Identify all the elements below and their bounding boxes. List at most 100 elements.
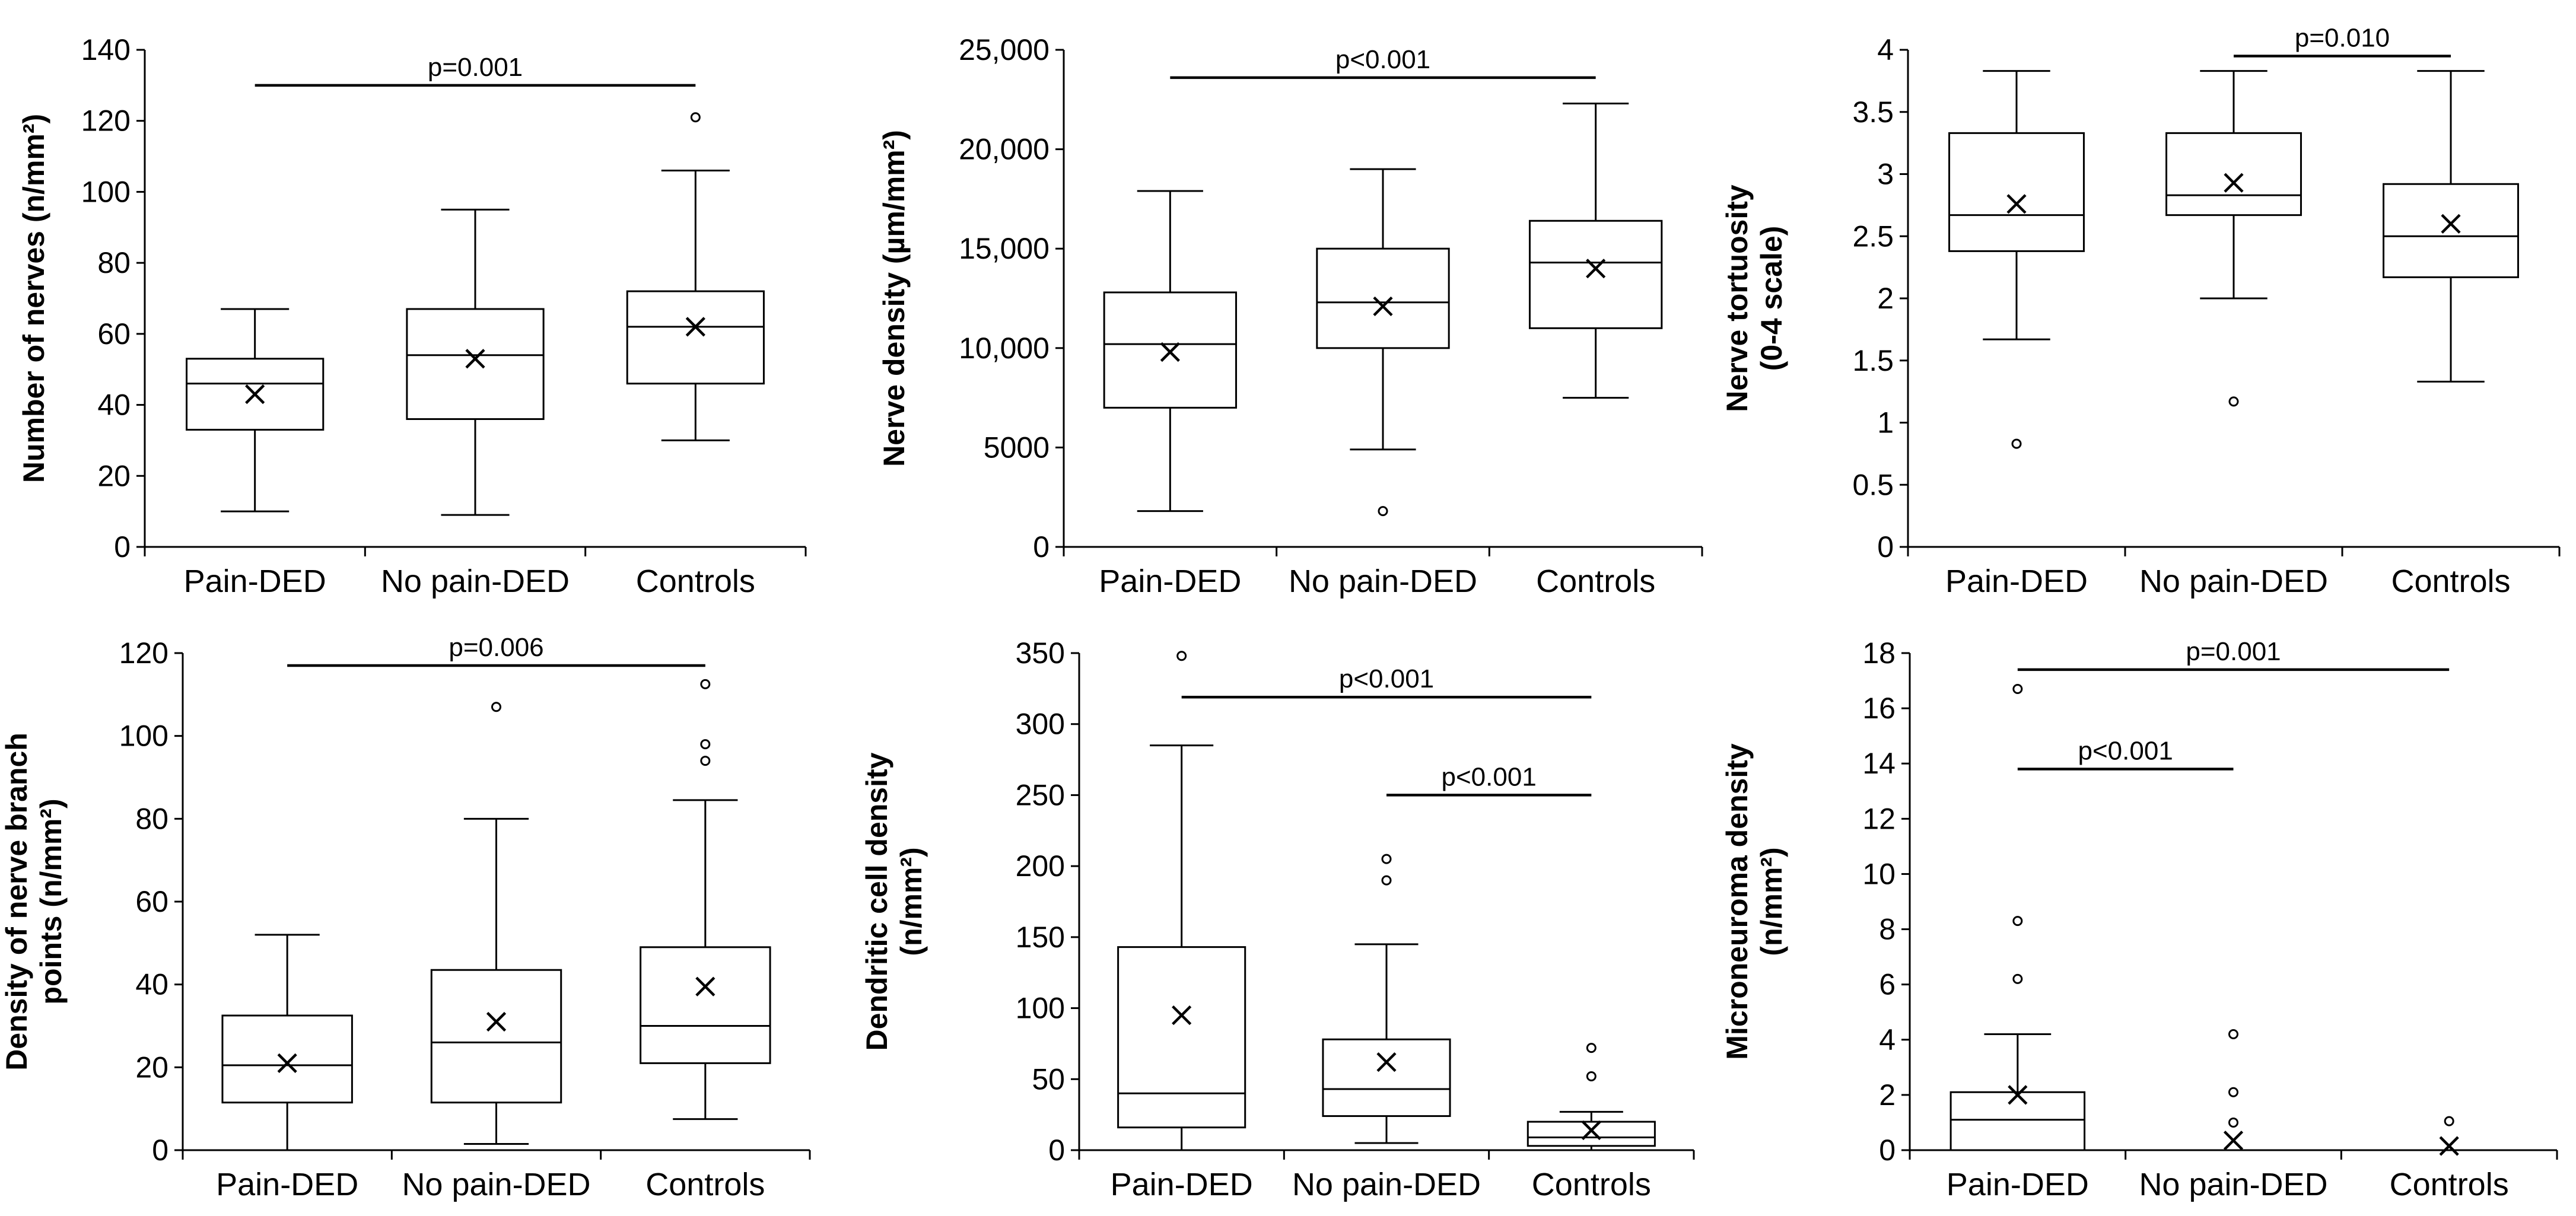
y-tick-label: 20 [135,1051,168,1084]
mean-marker [1373,296,1393,316]
y-tick-label: 100 [119,720,168,753]
y-axis-title: Number of nerves (n/mm²) [17,114,50,483]
iqr-box [221,1014,353,1104]
mean-marker [277,1053,297,1073]
x-category-label: No pain-DED [402,1167,590,1202]
y-tick-label: 10,000 [959,332,1050,365]
x-category-label: Controls [636,564,755,599]
x-category-label: Controls [2391,564,2510,599]
y-tick-label: 12 [1862,802,1896,835]
mean-marker [2006,194,2027,214]
outlier-point [1378,506,1388,517]
y-tick-label: 0 [114,530,131,564]
outlier-point [1586,1071,1597,1081]
significance-label: p=0.010 [2295,23,2390,52]
y-tick-label: 50 [1032,1062,1065,1096]
chart-panel-6: 0 2 4 6 8 10 12 14 16 18 Pain-DED No pain-DED Contro… [1720,636,2558,1202]
outlier-point [690,112,701,123]
y-tick-label: 80 [97,246,131,279]
y-tick-label: 4 [1877,33,1894,66]
y-tick-label: 40 [135,968,168,1001]
chart-panel-2: 0 5000 10,000 15,000 20,000 25,000 Pain-DED No … [877,33,1703,599]
x-category-label: Pain-DED [1947,1167,2089,1202]
x-category-label: Pain-DED [1099,564,1241,599]
y-tick-label: 2 [1877,282,1894,315]
x-category-label: Pain-DED [1945,564,2088,599]
x-category-label: Pain-DED [184,564,326,599]
iqr-box [1528,219,1663,329]
y-tick-label: 0 [1033,530,1050,564]
y-axis-title: Microneuroma density [1720,743,1754,1060]
iqr-box [1948,132,2085,252]
y-axis-title: (n/mm²) [1755,847,1788,956]
outlier-point [2228,396,2239,407]
y-tick-label: 6 [1879,968,1896,1001]
y-tick-label: 18 [1862,636,1896,670]
y-tick-label: 100 [1016,992,1065,1025]
y-axis-title: points (n/mm²) [34,798,68,1004]
y-tick-label: 0.5 [1852,468,1894,501]
outlier-point [1381,854,1392,864]
mean-marker [685,317,705,337]
significance-label: p<0.001 [1339,664,1434,693]
outlier-point [700,756,711,766]
mean-marker [486,1011,507,1032]
y-tick-label: 200 [1016,849,1065,883]
mean-marker [695,976,715,997]
y-tick-label: 120 [119,636,168,670]
outlier-point [1586,1043,1597,1053]
iqr-box [1950,1091,2086,1151]
y-axis-title: (0-4 scale) [1755,226,1788,371]
mean-marker [1376,1052,1397,1072]
y-tick-label: 5000 [984,431,1050,464]
outlier-point [700,679,711,689]
y-tick-label: 350 [1016,636,1065,670]
x-category-label: Pain-DED [216,1167,358,1202]
y-tick-label: 40 [97,389,131,422]
x-category-label: No pain-DED [2139,564,2328,599]
x-category-label: Pain-DED [1111,1167,1253,1202]
y-tick-label: 250 [1016,778,1065,811]
x-category-label: No pain-DED [381,564,570,599]
iqr-box [1117,946,1246,1129]
y-tick-label: 3 [1877,158,1894,191]
x-category-label: Controls [1536,564,1655,599]
significance-label: p<0.001 [1442,762,1537,791]
outlier-point [2228,1029,2238,1039]
y-axis-title: Nerve density (µm/mm²) [877,130,911,467]
significance-label: p=0.001 [428,53,523,82]
y-tick-label: 20 [97,459,131,492]
mean-marker [1581,1120,1601,1141]
y-axis-title: Dendritic cell density [860,752,893,1051]
outlier-point [700,739,711,750]
iqr-box [626,290,765,385]
y-tick-label: 20,000 [959,133,1050,166]
y-tick-label: 14 [1862,747,1896,780]
mean-marker [1160,342,1180,362]
y-tick-label: 25,000 [959,33,1050,66]
y-tick-label: 100 [81,175,131,208]
outlier-point [2011,438,2022,449]
y-axis-title: (n/mm²) [895,847,928,956]
y-tick-label: 0 [1879,1134,1896,1167]
y-tick-label: 0 [152,1134,168,1167]
y-tick-label: 16 [1862,692,1896,725]
significance-label: p<0.001 [1335,45,1430,74]
mean-marker [1586,259,1606,279]
x-category-label: Controls [645,1167,765,1202]
y-tick-label: 60 [97,317,131,351]
outlier-point [491,702,501,712]
y-tick-label: 3.5 [1852,96,1894,129]
x-category-label: Controls [2390,1167,2509,1202]
chart-panel-3: 0 0.5 1 1.5 2 2.5 3 3.5 4 Pain-DED No pain-DED Cont… [1720,23,2561,599]
iqr-box [2165,132,2302,217]
y-tick-label: 0 [1048,1134,1065,1167]
mean-marker [1172,1005,1192,1026]
chart-panel-1: 0 20 40 60 80 100 120 140 Pain-DED No pain-DED Con… [17,33,807,599]
iqr-box [1322,1038,1451,1118]
y-tick-label: 120 [81,104,131,138]
mean-marker [2439,1136,2459,1156]
y-tick-label: 150 [1016,921,1065,954]
outlier-point [2228,1117,2238,1128]
mean-marker [465,349,485,369]
